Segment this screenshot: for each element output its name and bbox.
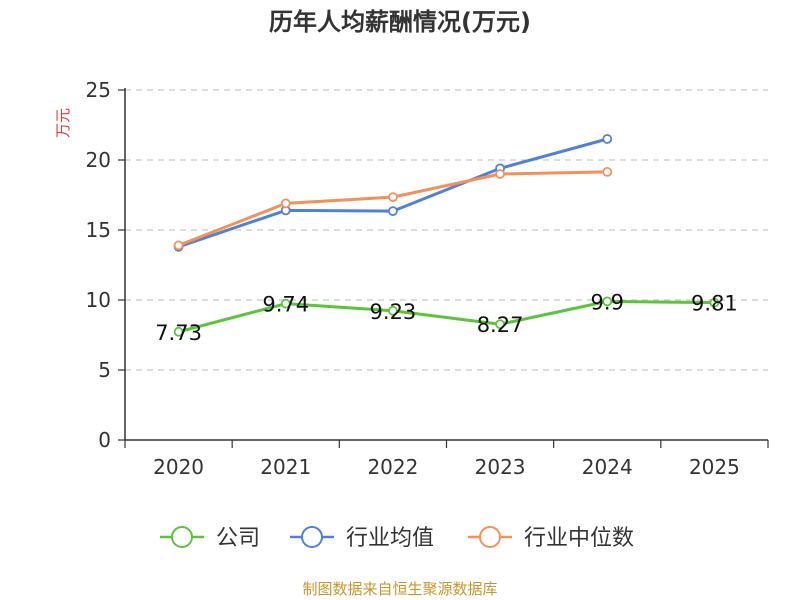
x-tick-label: 2024: [582, 455, 633, 479]
x-tick-label: 2025: [689, 455, 740, 479]
series-layer: [173, 134, 720, 337]
data-point: [173, 240, 184, 251]
x-tick-label: 2023: [475, 455, 526, 479]
x-tick-label: 2021: [260, 455, 311, 479]
y-axis-label: 万元: [54, 108, 72, 138]
series-line: [178, 299, 715, 334]
data-label: 8.27: [477, 313, 524, 337]
y-tick-label: 5: [98, 358, 111, 382]
data-point: [173, 326, 184, 337]
source-note: 制图数据来自恒生聚源数据库: [302, 580, 497, 598]
data-point: [495, 319, 505, 330]
data-label: 7.73: [155, 321, 202, 345]
data-point: [495, 169, 505, 179]
legend-marker: [301, 526, 323, 548]
data-point: [602, 166, 613, 177]
data-point: [280, 298, 291, 309]
data-point: [280, 198, 291, 209]
data-point: [602, 296, 613, 307]
y-tick-label: 20: [86, 148, 111, 172]
legend-marker: [171, 526, 193, 548]
y-tick-label: 25: [86, 78, 111, 102]
data-point: [709, 297, 720, 308]
data-point: [388, 192, 398, 203]
grid-lines: [125, 89, 768, 371]
legend-label: 行业均值: [346, 526, 434, 551]
data-label: 9.9: [591, 290, 624, 314]
data-label: 9.81: [691, 292, 738, 316]
legend-marker: [479, 526, 501, 548]
legend-label: 行业中位数: [524, 526, 634, 551]
data-point: [388, 305, 398, 316]
data-point: [602, 134, 613, 144]
legend: 公司 行业均值 行业中位数: [160, 526, 634, 551]
chart-title: 历年人均薪酬情况(万元): [269, 8, 531, 36]
data-point: [388, 206, 398, 217]
x-tick-label: 2022: [367, 455, 418, 479]
legend-label: 公司: [216, 526, 260, 551]
data-labels: 7.73 9.74 9.23 8.27 9.9 9.81: [155, 290, 738, 344]
data-label: 9.74: [262, 293, 309, 317]
y-tick-label: 0: [98, 428, 111, 452]
x-tick-label: 2020: [153, 455, 204, 479]
y-tick-label: 10: [86, 288, 111, 312]
data-label: 9.23: [370, 300, 417, 324]
y-tick-label: 15: [86, 218, 111, 242]
